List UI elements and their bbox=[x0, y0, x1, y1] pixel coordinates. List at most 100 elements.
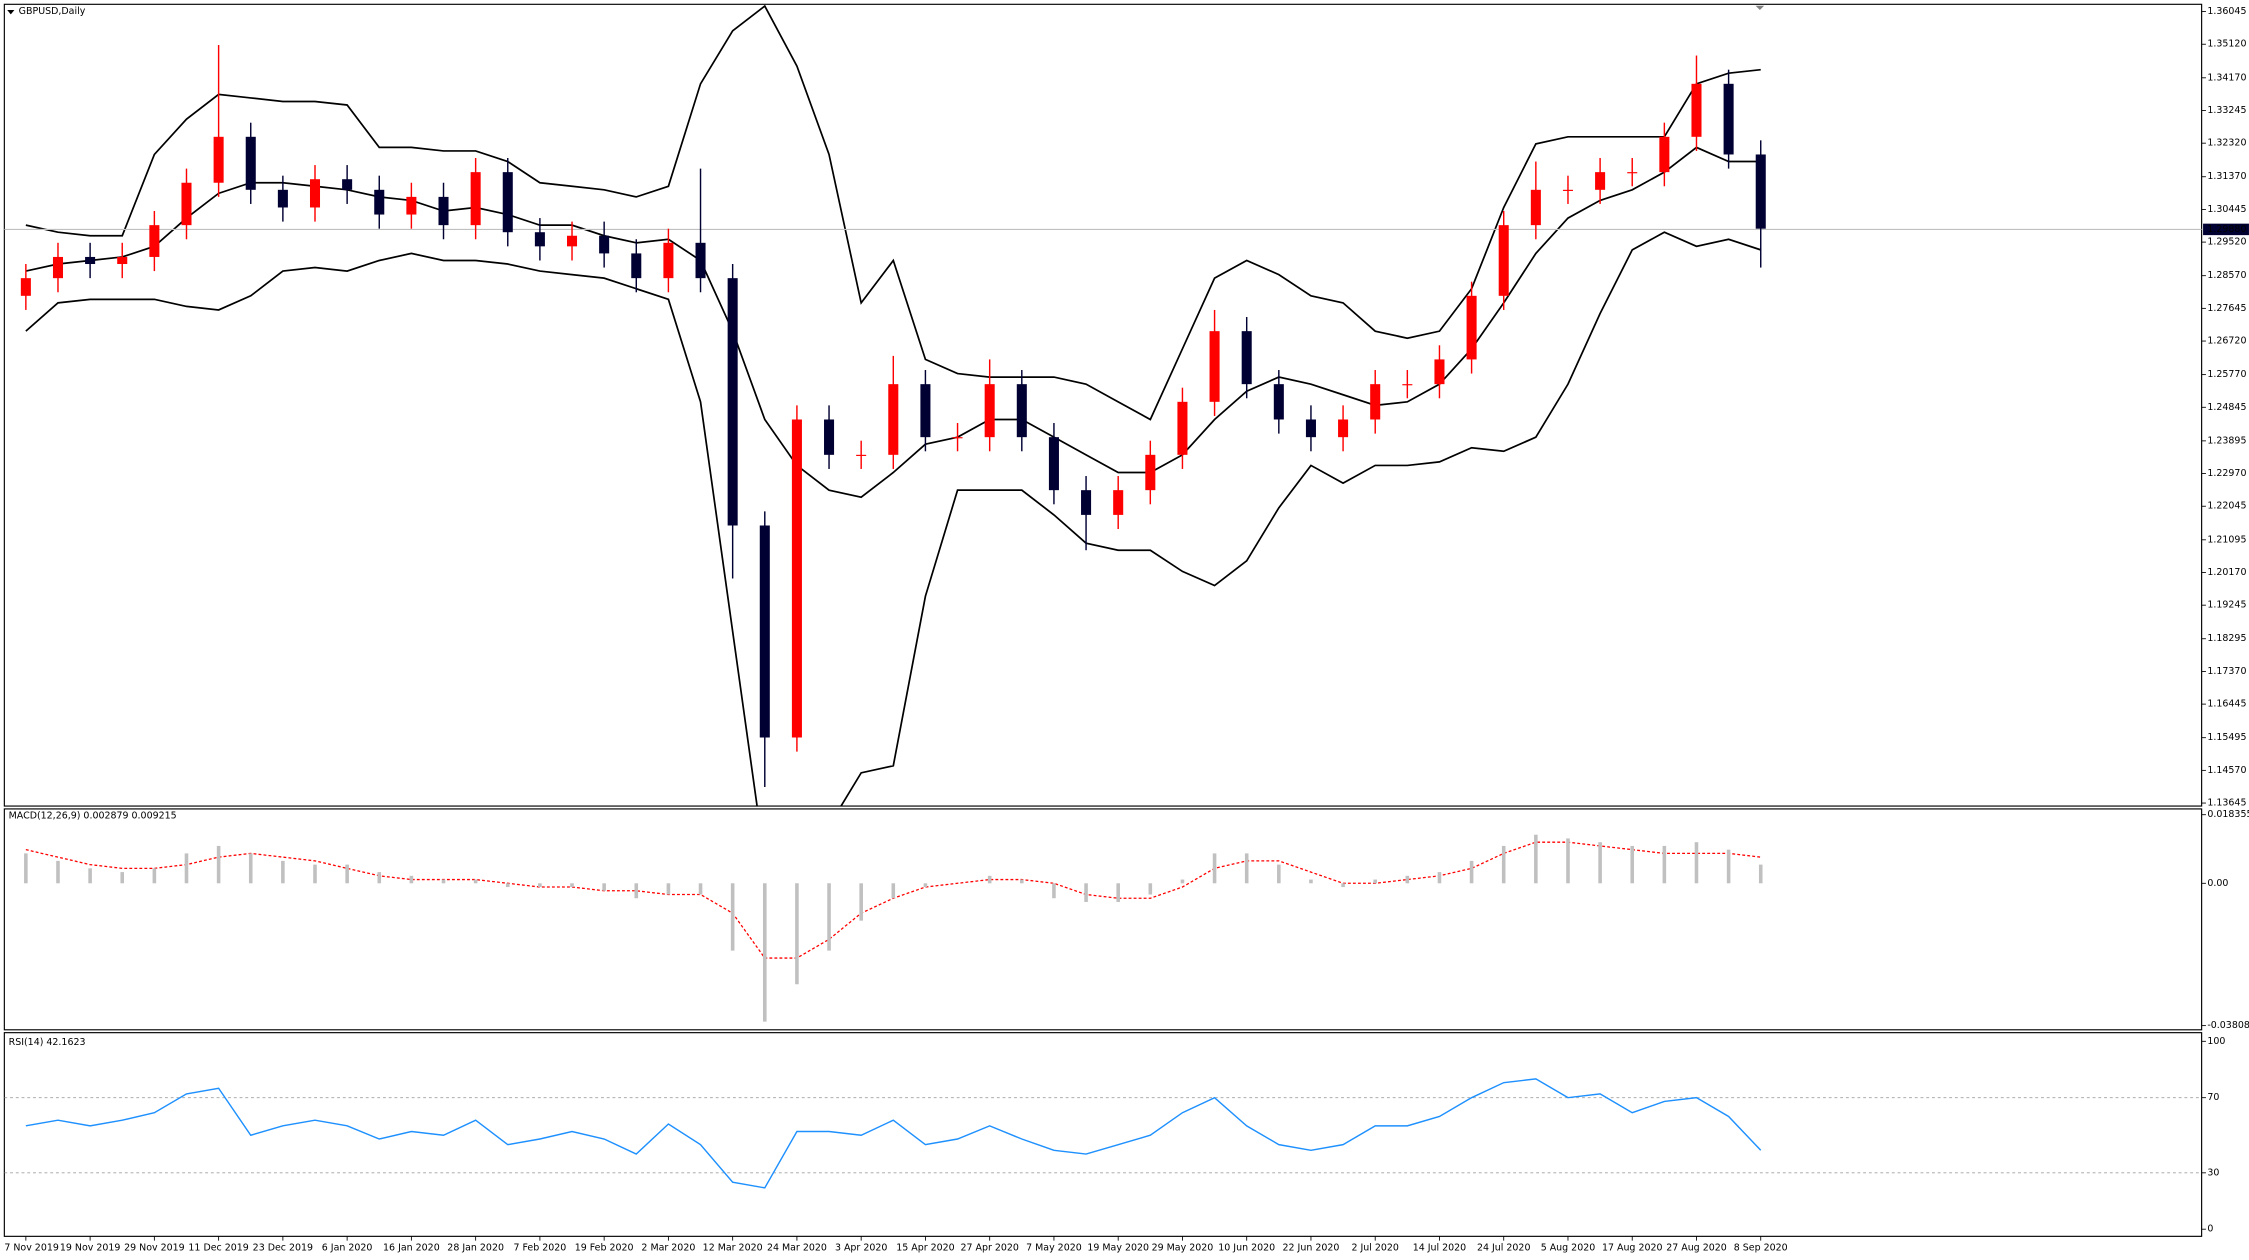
y-tick-label: 1.32320 bbox=[2207, 138, 2246, 149]
x-tick-label: 6 Jan 2020 bbox=[322, 1242, 373, 1253]
y-tick-label: 1.14570 bbox=[2207, 765, 2246, 776]
candle-body bbox=[1338, 419, 1349, 438]
y-tick-label: 30 bbox=[2207, 1167, 2219, 1178]
candle-body bbox=[1113, 490, 1124, 515]
candle-body bbox=[1209, 331, 1220, 402]
candle-body bbox=[1723, 83, 1734, 155]
candle-body bbox=[1402, 384, 1413, 386]
candle-body bbox=[502, 172, 513, 233]
candle-body bbox=[631, 253, 642, 279]
last-price-label: 1.29880 bbox=[2207, 224, 2246, 235]
candle-body bbox=[1691, 83, 1702, 137]
price-panel-frame bbox=[3, 3, 2203, 807]
candle-body bbox=[727, 278, 738, 526]
y-tick-label: 1.19245 bbox=[2207, 600, 2246, 611]
candle-body bbox=[1273, 384, 1284, 420]
y-tick-label: 1.30445 bbox=[2207, 204, 2246, 215]
candle-body bbox=[470, 172, 481, 226]
band-lower bbox=[25, 231, 1762, 807]
candle-body bbox=[342, 179, 353, 190]
y-tick-label: 1.21095 bbox=[2207, 534, 2246, 545]
x-tick-label: 29 May 2020 bbox=[1152, 1242, 1214, 1253]
y-tick-label: -0.03808 bbox=[2207, 1020, 2249, 1031]
x-tick-label: 3 Apr 2020 bbox=[835, 1242, 887, 1253]
y-tick-label: 1.27645 bbox=[2207, 303, 2246, 314]
x-tick-label: 8 Sep 2020 bbox=[1734, 1242, 1788, 1253]
chart-title: GBPUSD,Daily bbox=[19, 6, 86, 17]
candle-body bbox=[1370, 384, 1381, 420]
candle-body bbox=[1562, 189, 1573, 191]
y-tick-label: 1.24845 bbox=[2207, 402, 2246, 413]
candle-body bbox=[1145, 454, 1156, 491]
y-tick-label: 0.00 bbox=[2207, 878, 2228, 889]
candle-body bbox=[406, 196, 417, 215]
panel-plot bbox=[25, 841, 1761, 959]
menu-arrow[interactable] bbox=[7, 10, 15, 15]
candle-body bbox=[1305, 419, 1316, 438]
candle-body bbox=[1627, 172, 1638, 174]
candle-body bbox=[1659, 136, 1670, 173]
y-tick-label: 1.22045 bbox=[2207, 501, 2246, 512]
y-tick-label: 1.33245 bbox=[2207, 105, 2246, 116]
candle-body bbox=[952, 437, 963, 439]
candle-body bbox=[309, 179, 321, 208]
x-tick-label: 29 Nov 2019 bbox=[124, 1242, 185, 1253]
y-tick-label: 1.20170 bbox=[2207, 567, 2246, 578]
shift-marker bbox=[1755, 5, 1765, 11]
panel-plot bbox=[4, 1078, 2202, 1189]
y-tick-label: 1.29520 bbox=[2207, 237, 2246, 248]
candle-body bbox=[245, 136, 256, 190]
rsi-title: RSI(14) 42.1623 bbox=[9, 1037, 86, 1048]
x-tick-label: 2 Jul 2020 bbox=[1351, 1242, 1399, 1253]
candle-body bbox=[663, 242, 674, 279]
candle-body bbox=[20, 278, 31, 296]
y-tick-label: 1.28570 bbox=[2207, 270, 2246, 281]
x-tick-label: 7 May 2020 bbox=[1026, 1242, 1082, 1253]
candle-body bbox=[599, 235, 610, 254]
candle-body bbox=[759, 525, 770, 738]
candle-body bbox=[984, 384, 995, 438]
candle-body bbox=[1241, 331, 1252, 385]
x-tick-label: 19 Nov 2019 bbox=[60, 1242, 121, 1253]
candle-body bbox=[374, 189, 385, 215]
candle-body bbox=[213, 136, 224, 183]
x-tick-label: 10 Jun 2020 bbox=[1218, 1242, 1275, 1253]
x-tick-label: 28 Jan 2020 bbox=[447, 1242, 504, 1253]
y-tick-label: 1.18295 bbox=[2207, 633, 2246, 644]
x-tick-label: 22 Jun 2020 bbox=[1283, 1242, 1340, 1253]
x-tick-label: 12 Mar 2020 bbox=[703, 1242, 763, 1253]
y-tick-label: 1.36045 bbox=[2207, 6, 2246, 17]
x-tick-label: 19 Feb 2020 bbox=[575, 1242, 634, 1253]
last-price-box bbox=[2203, 223, 2249, 236]
candle-body bbox=[888, 384, 899, 455]
candle-body bbox=[1434, 359, 1445, 385]
y-tick-label: 0.018355 bbox=[2207, 809, 2249, 820]
y-tick-label: 1.31370 bbox=[2207, 171, 2246, 182]
candle-body bbox=[277, 189, 288, 208]
candle-body bbox=[85, 256, 96, 265]
x-tick-label: 7 Nov 2019 bbox=[4, 1242, 59, 1253]
candle-body bbox=[1498, 225, 1509, 296]
y-tick-label: 1.13645 bbox=[2207, 798, 2246, 809]
y-tick-label: 1.25770 bbox=[2207, 369, 2246, 380]
y-tick-label: 1.35120 bbox=[2207, 39, 2246, 50]
x-tick-label: 11 Dec 2019 bbox=[188, 1242, 248, 1253]
candle-body bbox=[52, 256, 64, 279]
candle-body bbox=[856, 454, 867, 456]
rsi-panel-frame bbox=[3, 1032, 2203, 1237]
rsi-line bbox=[25, 1078, 1762, 1189]
y-tick-label: 1.16445 bbox=[2207, 699, 2246, 710]
candle-body bbox=[920, 384, 931, 438]
candle-body bbox=[534, 232, 545, 247]
x-tick-label: 2 Mar 2020 bbox=[641, 1242, 695, 1253]
y-tick-label: 100 bbox=[2207, 1036, 2225, 1047]
x-tick-label: 7 Feb 2020 bbox=[513, 1242, 566, 1253]
x-tick-label: 27 Aug 2020 bbox=[1666, 1242, 1727, 1253]
candle-body bbox=[567, 235, 578, 247]
y-tick-label: 0 bbox=[2207, 1224, 2213, 1235]
candle-body bbox=[149, 225, 160, 257]
x-tick-label: 27 Apr 2020 bbox=[960, 1242, 1018, 1253]
candle-body bbox=[1595, 172, 1606, 190]
y-tick-label: 1.17370 bbox=[2207, 666, 2246, 677]
